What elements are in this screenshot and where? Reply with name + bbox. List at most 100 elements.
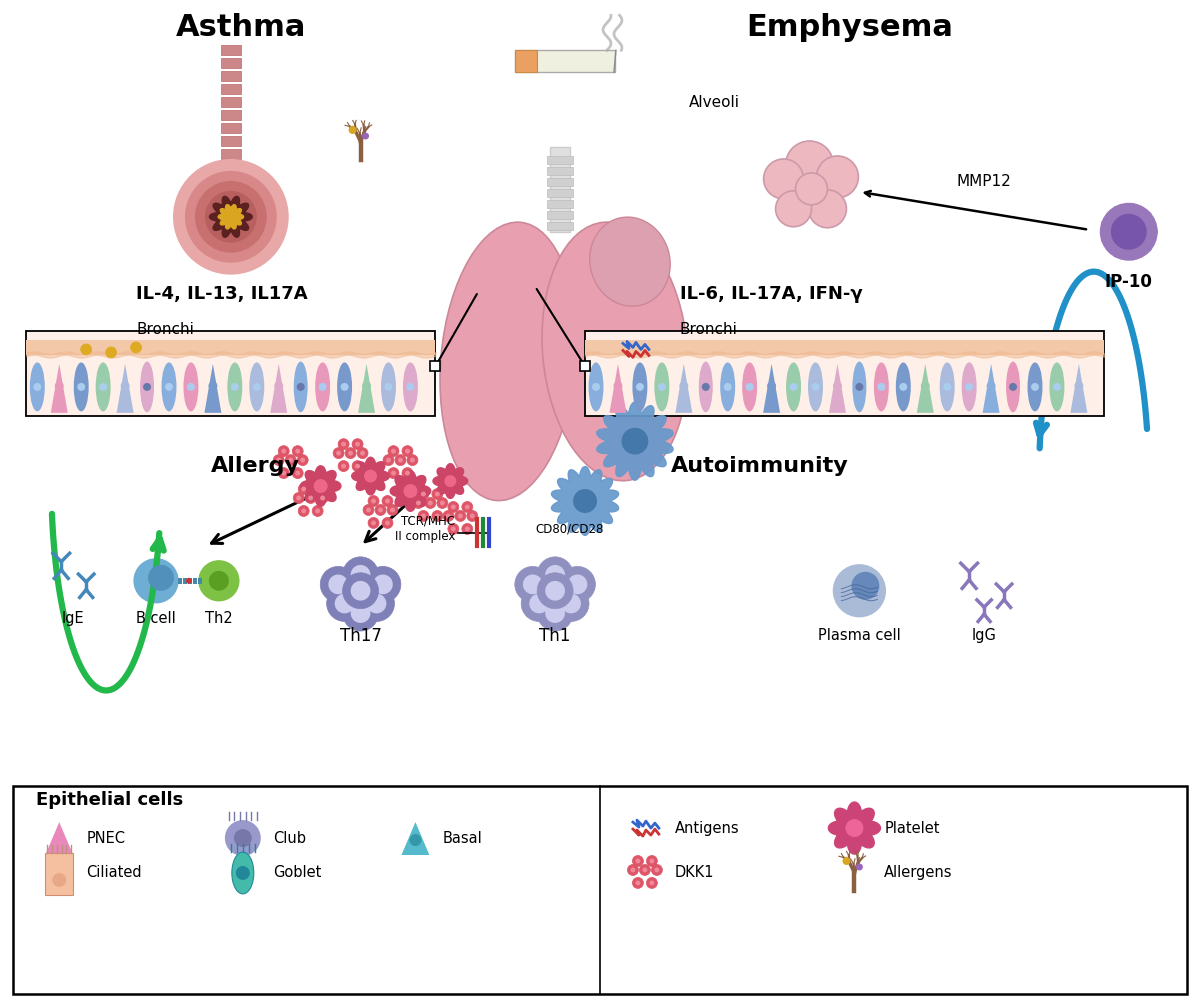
Bar bbox=[221, 45, 241, 55]
Circle shape bbox=[702, 383, 709, 391]
Polygon shape bbox=[116, 363, 133, 412]
Circle shape bbox=[1074, 381, 1084, 390]
Circle shape bbox=[421, 491, 426, 496]
Circle shape bbox=[628, 865, 638, 876]
Circle shape bbox=[462, 524, 473, 535]
Ellipse shape bbox=[589, 217, 670, 306]
Ellipse shape bbox=[961, 362, 977, 411]
Bar bbox=[547, 167, 574, 175]
Circle shape bbox=[856, 383, 863, 391]
Circle shape bbox=[407, 454, 418, 465]
Circle shape bbox=[613, 381, 623, 390]
Bar bbox=[547, 200, 574, 208]
Bar bbox=[188, 578, 192, 584]
Text: PNEC: PNEC bbox=[86, 831, 125, 846]
Circle shape bbox=[647, 856, 658, 867]
Circle shape bbox=[194, 181, 266, 252]
Ellipse shape bbox=[896, 362, 911, 411]
Text: IL-6, IL-17A, IFN-γ: IL-6, IL-17A, IFN-γ bbox=[680, 284, 863, 302]
Circle shape bbox=[404, 448, 410, 453]
Circle shape bbox=[391, 470, 396, 475]
Ellipse shape bbox=[542, 222, 688, 480]
Circle shape bbox=[308, 495, 313, 500]
Circle shape bbox=[338, 438, 349, 449]
Circle shape bbox=[367, 594, 386, 614]
Text: IgE: IgE bbox=[62, 612, 84, 627]
Polygon shape bbox=[352, 457, 389, 494]
Bar bbox=[547, 156, 574, 164]
Ellipse shape bbox=[316, 362, 330, 411]
Bar bbox=[547, 211, 574, 219]
Text: Club: Club bbox=[272, 831, 306, 846]
Circle shape bbox=[451, 505, 456, 510]
Polygon shape bbox=[828, 802, 881, 854]
Circle shape bbox=[652, 865, 662, 876]
Circle shape bbox=[295, 470, 300, 475]
Circle shape bbox=[404, 470, 410, 475]
Circle shape bbox=[545, 565, 565, 585]
Circle shape bbox=[440, 500, 445, 506]
Circle shape bbox=[299, 506, 310, 517]
Circle shape bbox=[362, 381, 371, 390]
Bar bbox=[221, 149, 241, 159]
Circle shape bbox=[679, 381, 689, 390]
Ellipse shape bbox=[73, 362, 89, 411]
Text: Ciliated: Ciliated bbox=[86, 866, 142, 881]
Circle shape bbox=[467, 511, 478, 522]
Text: Th1: Th1 bbox=[540, 627, 571, 645]
Text: CD80/CD28: CD80/CD28 bbox=[535, 523, 604, 536]
Circle shape bbox=[121, 381, 130, 390]
Ellipse shape bbox=[786, 362, 802, 411]
Circle shape bbox=[592, 383, 600, 391]
Bar bbox=[46, 853, 73, 895]
Bar bbox=[221, 58, 241, 68]
Circle shape bbox=[395, 454, 406, 465]
Circle shape bbox=[305, 492, 316, 504]
Circle shape bbox=[745, 383, 754, 391]
Circle shape bbox=[300, 457, 305, 462]
Bar bbox=[431, 361, 440, 371]
Text: MMP12: MMP12 bbox=[956, 174, 1012, 189]
Circle shape bbox=[1052, 383, 1061, 391]
Circle shape bbox=[336, 450, 341, 455]
Circle shape bbox=[371, 521, 376, 526]
Text: B cell: B cell bbox=[136, 612, 176, 627]
Circle shape bbox=[342, 573, 378, 609]
Circle shape bbox=[77, 383, 85, 391]
Circle shape bbox=[341, 383, 348, 391]
Circle shape bbox=[378, 508, 383, 513]
Ellipse shape bbox=[742, 362, 757, 411]
Circle shape bbox=[383, 454, 394, 465]
Polygon shape bbox=[596, 402, 673, 480]
Circle shape bbox=[458, 514, 463, 519]
Circle shape bbox=[355, 441, 360, 446]
Polygon shape bbox=[433, 463, 468, 498]
Circle shape bbox=[358, 447, 368, 458]
Circle shape bbox=[553, 586, 589, 622]
Bar bbox=[221, 84, 241, 94]
Circle shape bbox=[296, 495, 301, 500]
Ellipse shape bbox=[140, 361, 154, 412]
Circle shape bbox=[281, 470, 287, 475]
Polygon shape bbox=[676, 363, 692, 412]
Circle shape bbox=[298, 454, 308, 465]
Circle shape bbox=[1100, 204, 1157, 259]
Circle shape bbox=[515, 567, 551, 603]
Circle shape bbox=[366, 508, 371, 513]
Bar bbox=[221, 136, 241, 146]
Circle shape bbox=[1009, 383, 1018, 391]
Ellipse shape bbox=[440, 222, 576, 500]
Circle shape bbox=[34, 383, 41, 391]
Ellipse shape bbox=[852, 361, 866, 412]
Circle shape bbox=[632, 856, 643, 867]
Circle shape bbox=[529, 594, 550, 614]
Ellipse shape bbox=[588, 362, 604, 411]
Circle shape bbox=[833, 381, 842, 390]
Circle shape bbox=[382, 495, 392, 507]
Circle shape bbox=[407, 383, 414, 391]
Ellipse shape bbox=[654, 362, 670, 411]
Circle shape bbox=[448, 502, 458, 513]
Circle shape bbox=[386, 505, 398, 516]
Circle shape bbox=[364, 469, 377, 482]
Circle shape bbox=[432, 511, 443, 522]
